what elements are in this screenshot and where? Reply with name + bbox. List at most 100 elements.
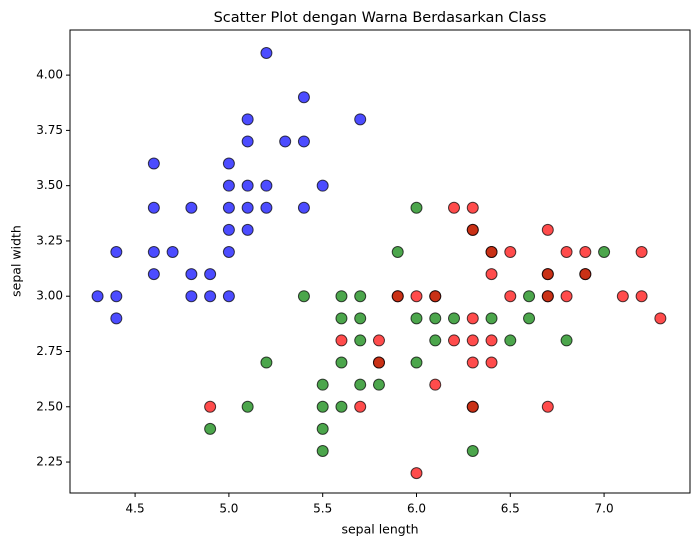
point	[560, 334, 573, 347]
point	[241, 179, 254, 192]
point	[616, 290, 629, 303]
point	[635, 290, 648, 303]
point	[260, 179, 273, 192]
point	[466, 312, 479, 325]
point	[391, 245, 404, 258]
x-tick-label: 7.0	[595, 502, 614, 516]
point	[523, 312, 536, 325]
point	[504, 245, 517, 258]
point	[466, 356, 479, 369]
chart-title: Scatter Plot dengan Warna Berdasarkan Cl…	[214, 10, 547, 26]
point	[335, 312, 348, 325]
point	[485, 334, 498, 347]
point	[260, 46, 273, 59]
point	[335, 290, 348, 303]
point	[297, 201, 310, 214]
point	[185, 268, 198, 281]
y-tick-label: 3.75	[36, 123, 63, 137]
point	[147, 245, 160, 258]
point	[204, 268, 217, 281]
point	[485, 312, 498, 325]
point	[429, 378, 442, 391]
point	[485, 356, 498, 369]
point	[91, 290, 104, 303]
point	[466, 201, 479, 214]
point	[372, 334, 385, 347]
point	[466, 444, 479, 457]
point	[429, 312, 442, 325]
point	[410, 312, 423, 325]
point	[335, 334, 348, 347]
point	[110, 245, 123, 258]
point	[110, 290, 123, 303]
point	[147, 201, 160, 214]
point	[466, 334, 479, 347]
point	[635, 245, 648, 258]
point	[372, 356, 385, 369]
y-tick-label: 3.00	[36, 289, 63, 303]
x-tick-label: 5.5	[313, 502, 332, 516]
point	[485, 268, 498, 281]
point	[354, 400, 367, 413]
y-tick-label: 2.75	[36, 344, 63, 358]
plot-frame	[69, 29, 691, 494]
point	[410, 201, 423, 214]
point	[204, 422, 217, 435]
point	[147, 268, 160, 281]
y-tick-label: 3.25	[36, 233, 63, 247]
point	[335, 356, 348, 369]
point	[260, 201, 273, 214]
point	[241, 135, 254, 148]
point	[222, 201, 235, 214]
y-tick-label: 4.00	[36, 68, 63, 82]
point	[541, 223, 554, 236]
point	[316, 179, 329, 192]
point	[166, 245, 179, 258]
point	[241, 113, 254, 126]
point	[466, 223, 479, 236]
point	[222, 290, 235, 303]
point	[654, 312, 667, 325]
point	[466, 400, 479, 413]
point	[354, 113, 367, 126]
point	[354, 312, 367, 325]
point	[110, 312, 123, 325]
point	[222, 179, 235, 192]
point	[410, 356, 423, 369]
point	[429, 290, 442, 303]
point	[185, 201, 198, 214]
point	[429, 334, 442, 347]
point	[391, 290, 404, 303]
point	[147, 157, 160, 170]
point	[297, 135, 310, 148]
point	[222, 245, 235, 258]
point	[316, 422, 329, 435]
point	[410, 290, 423, 303]
point	[541, 290, 554, 303]
x-tick-label: 4.5	[126, 502, 145, 516]
y-axis-label: sepal width	[9, 225, 24, 297]
point	[222, 157, 235, 170]
point	[316, 400, 329, 413]
point	[279, 135, 292, 148]
point	[241, 400, 254, 413]
point	[541, 400, 554, 413]
point	[541, 268, 554, 281]
x-tick-label: 6.5	[501, 502, 520, 516]
point	[204, 400, 217, 413]
point	[579, 268, 592, 281]
point	[560, 245, 573, 258]
point	[560, 290, 573, 303]
point	[297, 91, 310, 104]
point	[504, 290, 517, 303]
point	[448, 334, 461, 347]
point	[579, 245, 592, 258]
x-axis-label: sepal length	[341, 522, 418, 537]
point	[297, 290, 310, 303]
point	[504, 334, 517, 347]
y-tick-label: 2.25	[36, 455, 63, 469]
x-tick-label: 5.0	[219, 502, 238, 516]
point	[372, 378, 385, 391]
point	[354, 334, 367, 347]
